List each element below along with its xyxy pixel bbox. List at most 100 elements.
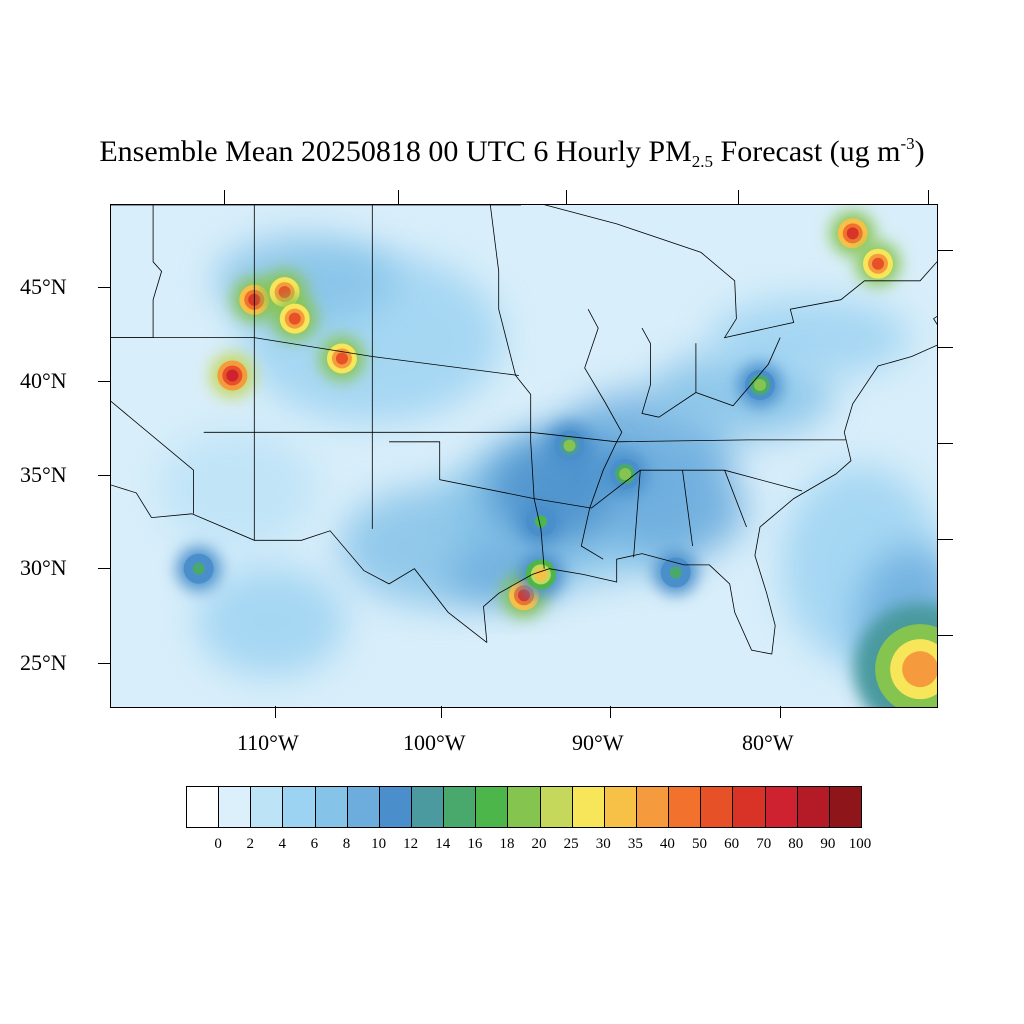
hotspot-ring bbox=[872, 257, 884, 270]
colorbar-label: 6 bbox=[310, 836, 319, 852]
axis-tick bbox=[98, 663, 110, 664]
boundary-line bbox=[111, 337, 519, 376]
axis-tick bbox=[937, 539, 953, 540]
pm25-map bbox=[111, 205, 937, 707]
hotspot-ring bbox=[335, 352, 348, 365]
colorbar-label: 2 bbox=[246, 836, 254, 852]
boundary-line bbox=[633, 470, 641, 558]
axis-tick bbox=[98, 475, 110, 476]
title-superscript: -3 bbox=[900, 134, 915, 153]
colorbar-label: 100 bbox=[848, 836, 872, 852]
boundary-line bbox=[724, 470, 747, 528]
map-panel bbox=[110, 204, 938, 708]
axis-tick bbox=[738, 190, 739, 204]
colorbar-box bbox=[765, 787, 798, 827]
hotspot-atlantic-plume bbox=[854, 603, 937, 707]
colorbar-label: 10 bbox=[371, 836, 387, 852]
latitude-label: 35°N bbox=[20, 462, 67, 487]
colorbar-label: 4 bbox=[278, 836, 287, 852]
colorbar-box bbox=[187, 787, 220, 827]
hotspot-ring bbox=[563, 439, 576, 452]
hotspot-baja bbox=[176, 546, 221, 591]
hotspot-ring bbox=[534, 568, 547, 581]
boundary-line bbox=[111, 205, 937, 339]
hotspot-louisiana bbox=[518, 552, 563, 597]
boundary-line bbox=[580, 309, 623, 560]
hotspot-ring bbox=[619, 467, 632, 480]
hotspot-layer bbox=[176, 211, 937, 707]
hotspot-missouri bbox=[547, 423, 592, 468]
boundary-line bbox=[389, 441, 803, 509]
colorbar-box bbox=[636, 787, 670, 827]
axis-tick bbox=[224, 190, 225, 204]
axis-tick bbox=[98, 381, 110, 382]
boundary-line bbox=[483, 315, 937, 655]
colorbar-label: 80 bbox=[788, 836, 804, 852]
hotspot-arkansas bbox=[518, 499, 563, 544]
hotspot-ring bbox=[902, 651, 937, 688]
colorbar-label: 25 bbox=[563, 836, 579, 852]
colorbar-box bbox=[829, 787, 861, 827]
colorbar-box bbox=[604, 787, 637, 827]
colorbar-box bbox=[347, 787, 380, 827]
colorbar-box bbox=[251, 787, 284, 827]
colorbar-box bbox=[379, 787, 412, 827]
title-subscript: 2.5 bbox=[691, 152, 714, 171]
colorbar-box bbox=[797, 787, 830, 827]
boundary-line bbox=[641, 327, 781, 418]
colorbar-box bbox=[508, 787, 541, 827]
axis-tick bbox=[441, 706, 442, 718]
latitude-label: 30°N bbox=[20, 555, 67, 580]
colorbar-box bbox=[476, 787, 509, 827]
axis-tick bbox=[275, 706, 276, 718]
colorbar-label: 90 bbox=[820, 836, 836, 852]
hotspot-alabama bbox=[653, 550, 698, 595]
boundary-line bbox=[111, 484, 152, 518]
colorbar-label: 18 bbox=[499, 836, 515, 852]
hotspot-ring bbox=[754, 378, 766, 391]
hotspot-illinois bbox=[603, 451, 648, 496]
axis-tick bbox=[937, 635, 953, 636]
hotspot-quebec-1 bbox=[830, 211, 875, 256]
latitude-label: 40°N bbox=[20, 368, 67, 393]
map-title: Ensemble Mean 20250818 00 UTC 6 Hourly P… bbox=[0, 134, 1024, 172]
hotspot-ring bbox=[226, 369, 239, 382]
latitude-label: 45°N bbox=[20, 274, 67, 299]
hotspot-ring bbox=[288, 312, 301, 325]
field-blob bbox=[157, 429, 318, 550]
colorbar bbox=[186, 786, 862, 828]
colorbar-box bbox=[733, 787, 766, 827]
colorbar-label: 14 bbox=[435, 836, 451, 852]
axis-tick bbox=[98, 287, 110, 288]
hotspot-pennsylvania bbox=[738, 362, 782, 407]
longitude-label: 80°W bbox=[742, 730, 794, 755]
colorbar-label: 30 bbox=[595, 836, 611, 852]
hotspot-ring bbox=[278, 286, 291, 299]
colorbar-box bbox=[411, 787, 445, 827]
hotspot-ring bbox=[846, 227, 859, 240]
axis-tick bbox=[98, 568, 110, 569]
colorbar-box bbox=[540, 787, 573, 827]
boundary-line bbox=[489, 205, 545, 569]
title-middle: Forecast (ug m bbox=[713, 135, 901, 168]
axis-tick bbox=[937, 347, 953, 348]
longitude-label: 100°W bbox=[403, 730, 466, 755]
state-boundaries bbox=[111, 205, 937, 655]
colorbar-label: 50 bbox=[692, 836, 708, 852]
colorbar-label: 8 bbox=[342, 836, 351, 852]
colorbar-box bbox=[315, 787, 348, 827]
hotspot-ring bbox=[192, 562, 205, 575]
colorbar-box bbox=[669, 787, 702, 827]
colorbar-box bbox=[283, 787, 316, 827]
hotspot-oregon-fire bbox=[210, 353, 255, 398]
hotspot-ring bbox=[518, 589, 530, 602]
hotspot-wyoming-fire bbox=[319, 336, 364, 381]
colorbar-label: 0 bbox=[214, 836, 222, 852]
title-suffix: ) bbox=[914, 135, 925, 168]
field-blob bbox=[196, 566, 347, 677]
axis-tick bbox=[610, 706, 611, 718]
axis-tick bbox=[398, 190, 399, 204]
axis-tick bbox=[566, 190, 567, 204]
hotspot-montana-fire bbox=[272, 296, 317, 341]
axis-tick bbox=[937, 250, 953, 251]
